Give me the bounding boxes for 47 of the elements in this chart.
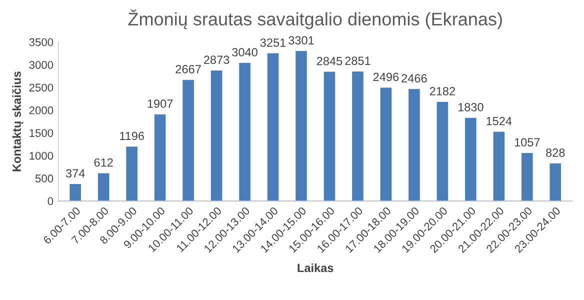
- data-label: 1830: [458, 103, 484, 112]
- chart-title: Žmonių srautas savaitgalio dienomis (Ekranas): [128, 10, 502, 30]
- bar: [296, 51, 307, 201]
- data-label: 2466: [402, 74, 427, 82]
- bar: [493, 132, 505, 201]
- bar: [324, 72, 336, 201]
- x-axis-title: Laikas: [298, 263, 334, 272]
- bar: [154, 114, 166, 201]
- y-tick-label: 1000: [30, 152, 54, 160]
- data-label: 2496: [373, 72, 399, 82]
- data-label: 3301: [288, 36, 314, 45]
- data-label: 374: [66, 169, 85, 178]
- y-tick-label: 2000: [29, 106, 54, 114]
- data-label: 828: [546, 148, 565, 157]
- data-label: 2873: [204, 56, 230, 64]
- bar: [182, 80, 194, 201]
- bar: [436, 102, 448, 201]
- y-tick-label: 500: [35, 174, 54, 182]
- bar: [465, 118, 476, 201]
- data-label: 1907: [148, 100, 173, 108]
- data-label: 1524: [486, 116, 512, 126]
- data-label: 1196: [120, 132, 144, 140]
- data-label: 2667: [176, 64, 201, 74]
- data-label: 2182: [430, 87, 455, 96]
- y-tick-label: 2500: [29, 84, 54, 92]
- y-tick-label: 1500: [30, 129, 54, 137]
- y-axis-title: Kontaktų skaičius: [12, 71, 24, 172]
- bar: [352, 71, 364, 201]
- bar: [267, 53, 279, 201]
- bar: [98, 173, 110, 201]
- bar: [210, 70, 222, 201]
- data-label: 3251: [260, 38, 286, 47]
- data-label: 3040: [232, 48, 258, 56]
- bar: [380, 88, 392, 201]
- bar: [239, 62, 250, 201]
- data-label: 2851: [345, 56, 370, 65]
- bar: [550, 163, 562, 201]
- y-tick-label: 0: [48, 197, 54, 206]
- y-tick-label: 3500: [29, 38, 54, 46]
- bar: [408, 88, 420, 201]
- bar: [521, 152, 533, 201]
- bar: [126, 146, 138, 201]
- data-label: 2845: [316, 56, 342, 66]
- data-label: 612: [94, 158, 113, 167]
- data-label: 1057: [514, 138, 540, 146]
- y-tick-label: 3000: [29, 60, 54, 69]
- bar: [70, 184, 81, 201]
